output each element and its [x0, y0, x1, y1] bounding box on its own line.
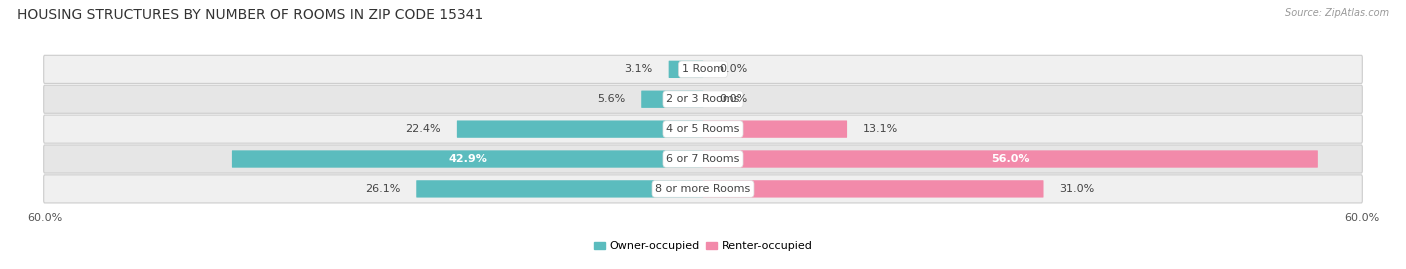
FancyBboxPatch shape — [669, 61, 703, 78]
Text: 8 or more Rooms: 8 or more Rooms — [655, 184, 751, 194]
Text: 5.6%: 5.6% — [596, 94, 626, 104]
Text: 22.4%: 22.4% — [405, 124, 440, 134]
Text: 0.0%: 0.0% — [720, 64, 748, 74]
FancyBboxPatch shape — [416, 180, 703, 197]
FancyBboxPatch shape — [641, 91, 703, 108]
FancyBboxPatch shape — [232, 150, 703, 168]
Text: 6 or 7 Rooms: 6 or 7 Rooms — [666, 154, 740, 164]
Text: 42.9%: 42.9% — [449, 154, 486, 164]
Text: 56.0%: 56.0% — [991, 154, 1029, 164]
FancyBboxPatch shape — [44, 85, 1362, 113]
Text: 2 or 3 Rooms: 2 or 3 Rooms — [666, 94, 740, 104]
FancyBboxPatch shape — [44, 55, 1362, 83]
FancyBboxPatch shape — [703, 180, 1043, 197]
FancyBboxPatch shape — [44, 115, 1362, 143]
Text: 4 or 5 Rooms: 4 or 5 Rooms — [666, 124, 740, 134]
Text: 31.0%: 31.0% — [1060, 184, 1095, 194]
FancyBboxPatch shape — [703, 150, 1317, 168]
Text: 0.0%: 0.0% — [720, 94, 748, 104]
FancyBboxPatch shape — [44, 175, 1362, 203]
Text: 26.1%: 26.1% — [364, 184, 401, 194]
Legend: Owner-occupied, Renter-occupied: Owner-occupied, Renter-occupied — [589, 237, 817, 256]
Text: HOUSING STRUCTURES BY NUMBER OF ROOMS IN ZIP CODE 15341: HOUSING STRUCTURES BY NUMBER OF ROOMS IN… — [17, 8, 484, 22]
Text: Source: ZipAtlas.com: Source: ZipAtlas.com — [1285, 8, 1389, 18]
Text: 1 Room: 1 Room — [682, 64, 724, 74]
Text: 13.1%: 13.1% — [863, 124, 898, 134]
FancyBboxPatch shape — [44, 145, 1362, 173]
FancyBboxPatch shape — [457, 121, 703, 138]
Text: 3.1%: 3.1% — [624, 64, 652, 74]
FancyBboxPatch shape — [703, 121, 846, 138]
